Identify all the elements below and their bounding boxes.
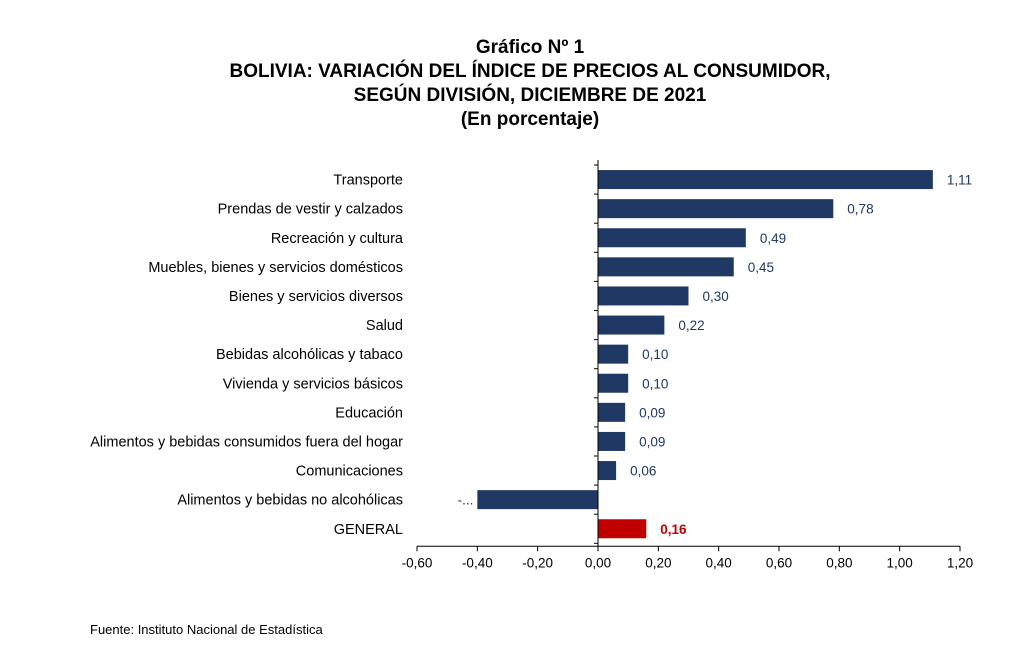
x-tick-label-3: 0,00 (585, 555, 611, 570)
bar-12 (598, 519, 647, 539)
value-label-8: 0,09 (639, 405, 665, 420)
bar-11 (477, 490, 598, 510)
bar-4 (598, 286, 689, 306)
value-label-5: 0,22 (678, 318, 704, 333)
value-label-3: 0,45 (748, 260, 774, 275)
category-label-7: Vivienda y servicios básicos (223, 376, 403, 392)
value-label-6: 0,10 (642, 347, 668, 362)
bar-3 (598, 257, 734, 277)
category-label-1: Prendas de vestir y calzados (218, 202, 403, 218)
chart-number: Gráfico Nº 1 (475, 37, 585, 58)
bars-layer (477, 170, 933, 539)
x-tick-label-1: -0,40 (462, 555, 493, 570)
bar-1 (598, 199, 834, 219)
category-label-2: Recreación y cultura (271, 231, 404, 247)
category-label-6: Bebidas alcohólicas y tabaco (216, 347, 403, 363)
value-label-0: 1,11 (947, 173, 972, 188)
category-label-0: Transporte (333, 173, 403, 189)
chart-title: BOLIVIA: VARIACIÓN DEL ÍNDICE DE PRECIOS… (229, 61, 831, 82)
category-labels: Transporte Prendas de vestir y calzados Re… (90, 173, 404, 538)
chart-title-line-2: SEGÚN DIVISIÓN, DICIEMBRE DE 2021 (353, 85, 707, 106)
category-label-12: GENERAL (334, 522, 403, 538)
x-tick-label-2: -0,20 (522, 555, 553, 570)
chart-title-block: Gráfico Nº 1 BOLIVIA: VARIACIÓN DEL ÍNDI… (0, 36, 1024, 132)
chart-units: (En porcentaje) (460, 109, 600, 130)
source-note: Fuente: Instituto Nacional de Estadístic… (90, 622, 323, 637)
x-tick-label-5: 0,40 (706, 555, 732, 570)
bar-10 (598, 461, 617, 481)
bar-8 (598, 402, 626, 422)
value-label-1: 0,78 (847, 202, 873, 217)
x-tick-label-4: 0,20 (645, 555, 671, 570)
bar-6 (598, 344, 629, 364)
x-tick-label-0: -0,60 (402, 555, 433, 570)
category-label-5: Salud (366, 318, 403, 334)
value-label-7: 0,10 (642, 376, 668, 391)
bar-2 (598, 228, 746, 248)
value-label-11: -... (458, 493, 474, 508)
x-tick-label-7: 0,80 (826, 555, 852, 570)
x-tick-label-9: 1,20 (947, 555, 973, 570)
category-label-11: Alimentos y bebidas no alcohólicas (177, 493, 403, 509)
value-label-12: 0,16 (660, 522, 687, 537)
x-tick-label-8: 1,00 (887, 555, 913, 570)
x-tick-label-6: 0,60 (766, 555, 792, 570)
category-label-4: Bienes y servicios diversos (229, 289, 403, 305)
category-label-3: Muebles, bienes y servicios domésticos (148, 260, 403, 276)
bar-0 (598, 170, 933, 190)
category-label-9: Alimentos y bebidas consumidos fuera del… (90, 434, 403, 450)
value-label-2: 0,49 (760, 231, 786, 246)
value-label-4: 0,30 (703, 289, 729, 304)
value-label-10: 0,06 (630, 464, 656, 479)
value-label-9: 0,09 (639, 434, 665, 449)
bar-7 (598, 373, 629, 393)
value-labels: 1,11 0,78 0,49 0,45 0,30 0,22 0,10 0,10 0,09 0,09… (458, 173, 973, 537)
category-label-8: Educación (335, 405, 403, 421)
x-axis: -0,60 -0,40 -0,20 0,00 0,20 0,40 0,60 0,80 1,00 1… (402, 160, 973, 570)
bar-5 (598, 315, 665, 335)
bar-9 (598, 431, 626, 451)
category-label-10: Comunicaciones (296, 464, 403, 480)
